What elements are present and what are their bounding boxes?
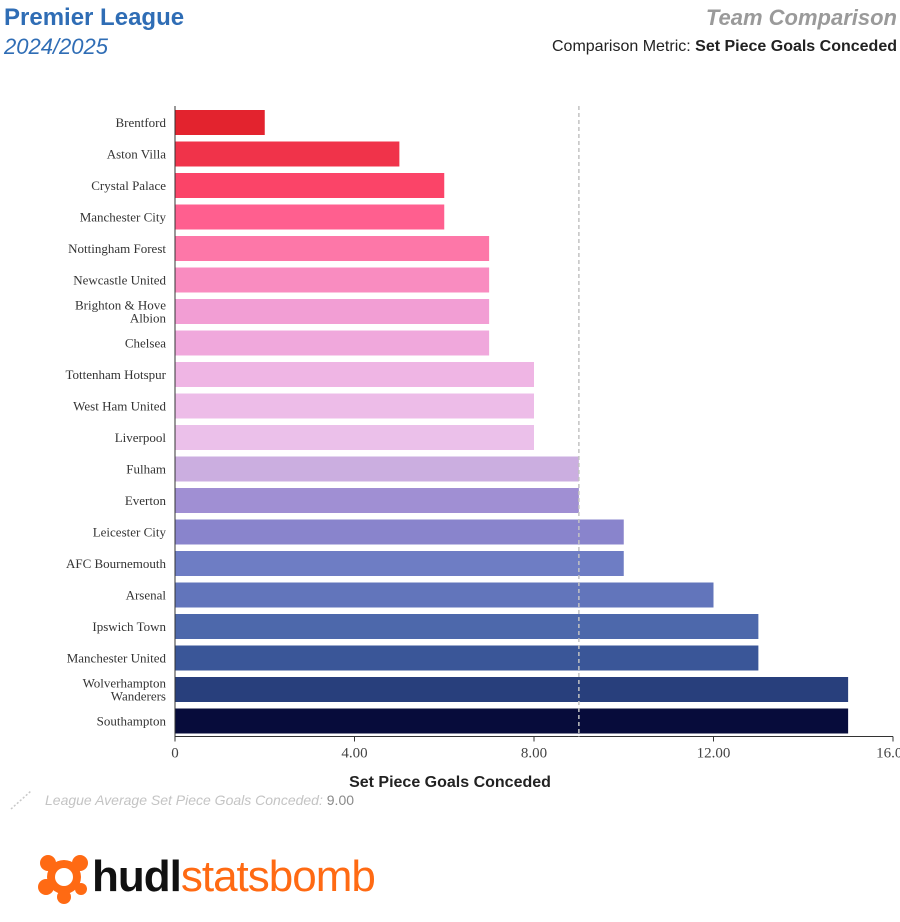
bar (175, 299, 490, 324)
bar (175, 614, 759, 639)
average-label: League Average Set Piece Goals Conceded: (45, 792, 323, 808)
bar (175, 236, 490, 261)
x-tick-label: 12.00 (697, 746, 731, 762)
category-label: Fulham (126, 462, 166, 477)
header-right: Team Comparison Comparison Metric: Set P… (552, 4, 897, 58)
category-label-line: Brighton & Hove (75, 298, 166, 313)
x-tick-label: 4.00 (341, 746, 367, 762)
bar (175, 582, 714, 608)
bar (175, 362, 534, 387)
category-label-line: Aston Villa (107, 147, 167, 162)
bar (175, 519, 624, 545)
bar (175, 393, 534, 419)
bar (175, 677, 849, 702)
category-label: Liverpool (115, 430, 167, 445)
bar (175, 173, 445, 198)
category-label: Arsenal (126, 588, 167, 603)
category-label-line: Manchester United (67, 651, 167, 666)
category-label: Crystal Palace (91, 178, 166, 193)
category-label: Newcastle United (73, 273, 166, 288)
category-label-line: Fulham (126, 462, 166, 477)
hudl-statsbomb-logo: hudlstatsbomb (36, 848, 376, 906)
league-title: Premier League (4, 4, 185, 31)
bar (175, 425, 534, 450)
category-label-line: Everton (125, 493, 167, 508)
comparison-title: Team Comparison (705, 5, 897, 30)
category-label-line: Brentford (115, 115, 166, 130)
bar-chart: Brentford Aston Villa Crystal Palace Manche… (65, 106, 900, 790)
category-label-line: Manchester City (80, 210, 167, 225)
category-label: Chelsea (125, 336, 166, 351)
category-label: Everton (125, 493, 167, 508)
category-label: Nottingham Forest (68, 241, 166, 256)
metric-prefix: Comparison Metric: (551, 38, 691, 55)
category-label-line: Ipswich Town (92, 619, 166, 634)
category-label-line: Liverpool (115, 430, 167, 445)
category-label-line: Wolverhampton (83, 676, 167, 691)
category-label-line: Crystal Palace (91, 178, 166, 193)
logo-statsbomb: statsbomb (180, 852, 376, 901)
category-label: Wolverhampton Wanderers (83, 676, 167, 704)
category-label: Manchester City (80, 210, 167, 225)
bar (175, 330, 490, 356)
category-label-line: Arsenal (126, 588, 167, 603)
metric-name: Set Piece Goals Conceded (695, 38, 897, 55)
category-label: Brentford (115, 115, 166, 130)
bar (175, 141, 400, 167)
season-label: 2024/2025 (4, 34, 108, 59)
category-label: Brighton & Hove Albion (75, 298, 166, 326)
x-tick-label: 16.00 (876, 746, 900, 762)
category-label-line: Tottenham Hotspur (65, 367, 166, 382)
bar (175, 488, 579, 513)
metric-line: Comparison Metric: Set Piece Goals Conce… (552, 36, 897, 58)
category-label: Southampton (97, 714, 167, 729)
category-label-line: Chelsea (125, 336, 166, 351)
x-axis-title: Set Piece Goals Conceded (349, 774, 551, 790)
bar (175, 645, 759, 671)
category-label-line: West Ham United (73, 399, 166, 414)
bar (175, 110, 265, 135)
category-label: Manchester United (67, 651, 167, 666)
category-label-line: Wanderers (111, 689, 166, 704)
statsbomb-logo-icon (38, 855, 88, 904)
logo-hudl: hudl (92, 852, 182, 901)
bar (175, 551, 624, 576)
header-left: Premier League 2024/2025 (4, 4, 184, 60)
logo-wordmark: hudlstatsbomb (92, 852, 376, 902)
category-label: Aston Villa (107, 147, 167, 162)
bar (175, 204, 445, 230)
category-label: Ipswich Town (92, 619, 166, 634)
category-label-line: Nottingham Forest (68, 241, 166, 256)
average-value: 9.00 (326, 792, 355, 808)
category-label: West Ham United (73, 399, 166, 414)
category-label-line: Leicester City (93, 525, 167, 540)
category-label-line: Southampton (97, 714, 167, 729)
x-tick-label: 8.00 (521, 746, 547, 762)
bar (175, 267, 490, 293)
category-label-line: AFC Bournemouth (66, 556, 167, 571)
category-label: AFC Bournemouth (66, 556, 167, 571)
category-label-line: Newcastle United (73, 273, 166, 288)
average-legend: League Average Set Piece Goals Conceded:… (45, 792, 354, 808)
category-label: Leicester City (93, 525, 167, 540)
bar (175, 708, 849, 734)
average-legend-line-icon (10, 790, 32, 810)
bar (175, 456, 579, 482)
x-tick-label: 0 (171, 746, 179, 762)
category-label: Tottenham Hotspur (65, 367, 166, 382)
category-label-line: Albion (130, 311, 167, 326)
